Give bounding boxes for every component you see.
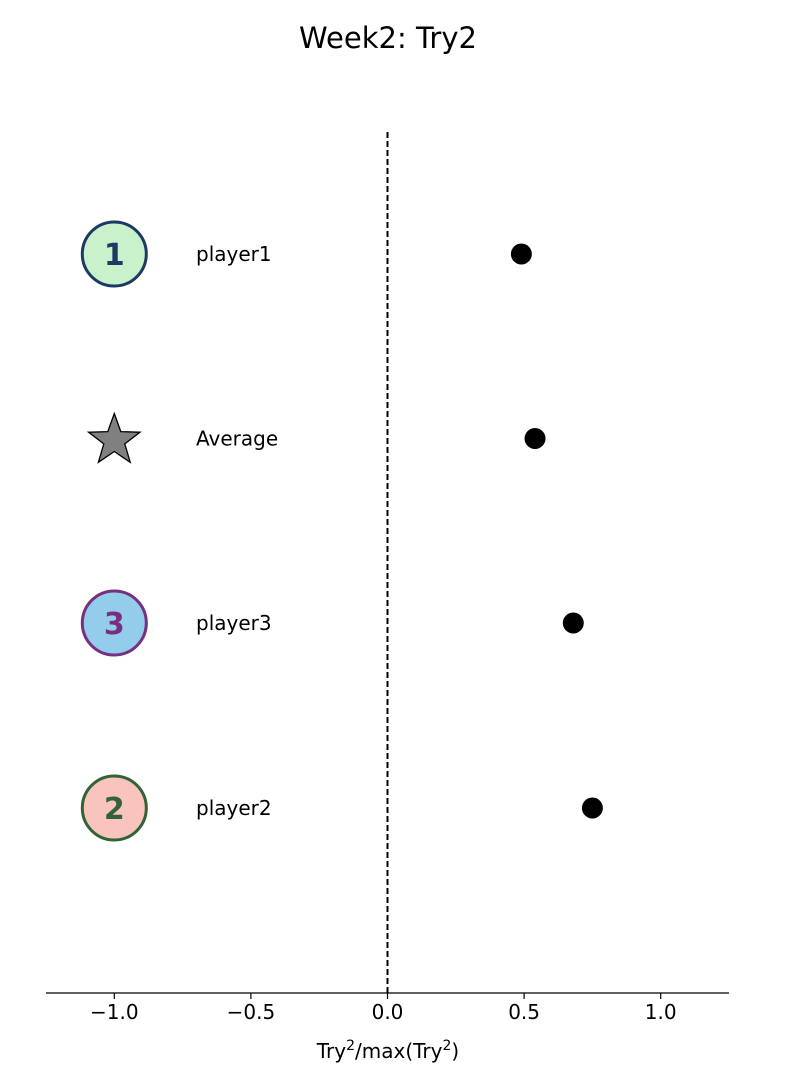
row-label: player2 xyxy=(196,796,272,820)
x-tick-label: −0.5 xyxy=(227,1000,276,1024)
chart-title: Week2: Try2 xyxy=(299,21,477,55)
row-label: player1 xyxy=(196,242,272,266)
player-badge-3 xyxy=(80,589,148,657)
x-axis-label-end: ) xyxy=(451,1039,459,1063)
player-badge-number: 2 xyxy=(104,792,125,827)
x-axis-ticks: −1.0 −0.5 0.0 0.5 1.0 xyxy=(90,993,677,1024)
data-point-average xyxy=(524,428,546,449)
plot-area: 1 player1 Average 3 player3 2 player2 xyxy=(80,132,603,993)
x-axis-label-sup1: 2 xyxy=(346,1038,355,1054)
x-tick-label: 1.0 xyxy=(645,1000,677,1024)
x-axis-label-sup2: 2 xyxy=(442,1038,451,1054)
data-point-player3 xyxy=(562,612,584,634)
row-label: player3 xyxy=(196,611,272,635)
x-axis-label-mid: /max(Try xyxy=(355,1039,443,1063)
data-point-player1 xyxy=(510,243,532,265)
player-badge-1 xyxy=(80,220,148,288)
x-axis-label-base: Try xyxy=(316,1039,347,1063)
x-tick-label: 0.5 xyxy=(508,1000,540,1024)
player-badge-number: 3 xyxy=(104,607,125,642)
data-point-player2 xyxy=(581,797,603,819)
x-axis-label: Try2/max(Try2) xyxy=(316,1038,459,1063)
average-star-icon xyxy=(86,411,142,464)
player-badge-number: 1 xyxy=(104,238,125,273)
x-tick-label: −1.0 xyxy=(90,1000,139,1024)
player-badge-2 xyxy=(80,774,148,842)
x-tick-label: 0.0 xyxy=(372,1000,404,1024)
row-label: Average xyxy=(196,427,278,451)
